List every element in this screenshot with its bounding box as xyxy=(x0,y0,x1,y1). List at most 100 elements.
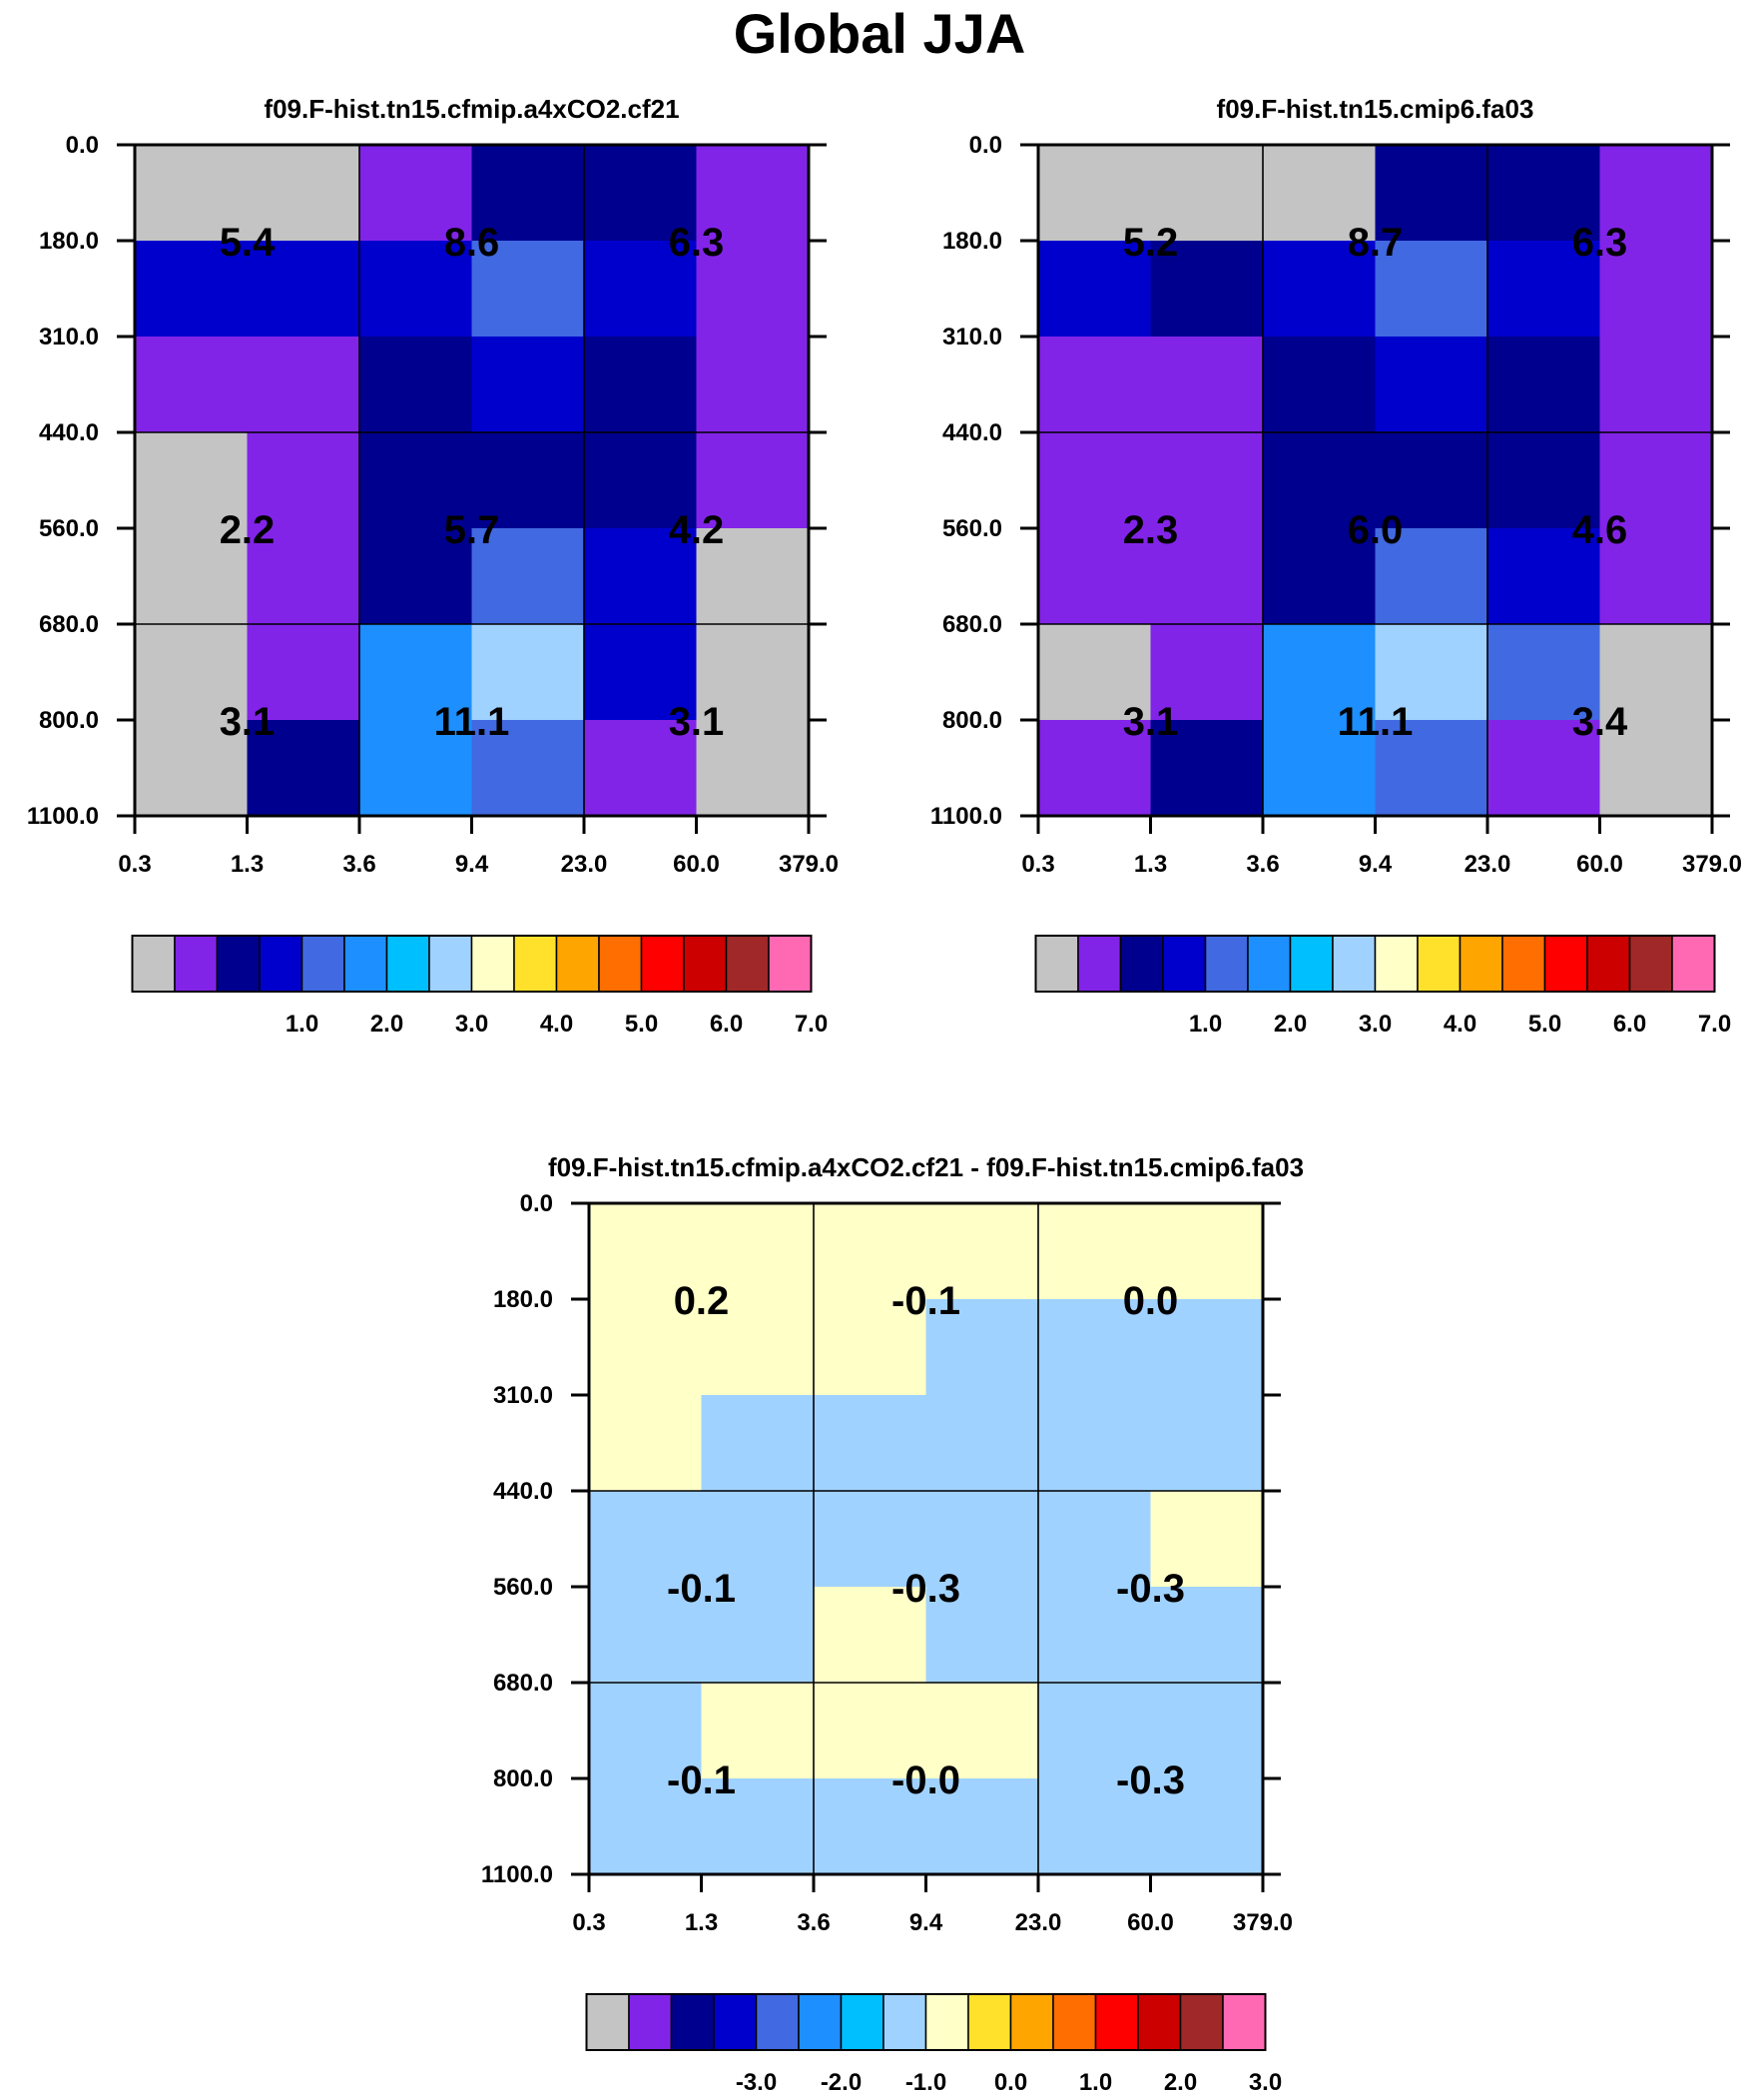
panel-a-colorbar-swatch-9 xyxy=(513,935,558,993)
panel-diff-cell-r6-c2 xyxy=(814,1778,927,1875)
panel-a-colorbar-swatch-5 xyxy=(343,935,388,993)
panel-diff-cell-r2-c3 xyxy=(925,1395,1039,1492)
panel-a-cell-r2-c3 xyxy=(471,337,585,433)
panel-a-cell-r3-c4 xyxy=(584,432,698,529)
panel-b-region-value-r2-c0: 3.1 xyxy=(1123,700,1179,744)
panel-b-colorbar-swatch-15 xyxy=(1671,935,1716,993)
panel-b-ytick-label: 1100.0 xyxy=(930,803,1002,830)
panel-diff-colorbar-swatch-15 xyxy=(1222,1993,1267,2051)
page-title: Global JJA xyxy=(733,2,1026,65)
panel-a-cell-r4-c4 xyxy=(584,528,698,625)
panel-a-cell-r6-c2 xyxy=(359,720,473,817)
panel-diff-region-value-r1-c2: -0.3 xyxy=(1116,1567,1185,1611)
panel-b-cell-r0-c1 xyxy=(1150,145,1264,242)
panel-diff-colorbar-swatch-0 xyxy=(585,1993,630,2051)
panel-a-title: f09.F-hist.tn15.cfmip.a4xCO2.cf21 xyxy=(264,94,679,124)
panel-a-colorbar-frame xyxy=(131,935,813,993)
panel-diff-cell-r5-c3 xyxy=(925,1683,1039,1779)
panel-diff-cell-r3-c0 xyxy=(589,1491,703,1588)
panel-diff-cell-r5-c2 xyxy=(814,1683,927,1779)
panel-a-cell-r3-c2 xyxy=(359,432,473,529)
panel-a-ytick-label: 0.0 xyxy=(66,132,99,159)
panel-diff-cell-r1-c3 xyxy=(925,1299,1039,1396)
panel-diff-ytick-label: 180.0 xyxy=(493,1286,553,1313)
panel-a-colorbar-swatch-10 xyxy=(555,935,600,993)
panel-b-colorbar-label: 2.0 xyxy=(1274,1011,1307,1038)
panel-a-xtick-label: 9.4 xyxy=(455,851,489,878)
panel-b-cell-r3-c4 xyxy=(1487,432,1601,529)
panel-diff-colorbar-swatch-7 xyxy=(882,1993,927,2051)
panel-diff-ytick-label: 440.0 xyxy=(493,1478,553,1505)
panel-diff-colorbar-swatch-14 xyxy=(1179,1993,1224,2051)
panel-a-colorbar-label: 2.0 xyxy=(370,1011,403,1038)
panel-b-cell-r1-c4 xyxy=(1487,241,1601,338)
panel-b-xtick-label: 9.4 xyxy=(1359,851,1393,878)
panel-a-xtick-label: 60.0 xyxy=(673,851,720,878)
panel-b-cell-r1-c2 xyxy=(1263,241,1377,338)
panel-b-title: f09.F-hist.tn15.cmip6.fa03 xyxy=(1217,94,1534,124)
panel-diff-ytick-label: 310.0 xyxy=(493,1382,553,1409)
panel-b-xtick-label: 379.0 xyxy=(1682,851,1742,878)
panel-b-cell-r6-c5 xyxy=(1599,720,1713,817)
panel-b-colorbar-swatch-10 xyxy=(1459,935,1503,993)
panel-a-cell-r3-c3 xyxy=(471,432,585,529)
panel-diff-colorbar-swatch-13 xyxy=(1137,1993,1182,2051)
panel-diff-colorbar-label: 1.0 xyxy=(1079,2069,1112,2096)
panel-a-ytick-label: 180.0 xyxy=(39,228,99,255)
panel-b-cell-r5-c2 xyxy=(1263,624,1377,721)
panel-a-cell-r6-c0 xyxy=(135,720,249,817)
panel-diff-xtick-label: 0.3 xyxy=(572,1909,605,1936)
panel-b-cell-r2-c0 xyxy=(1038,337,1152,433)
panel-a-cell-r3-c0 xyxy=(135,432,249,529)
panel-b-cell-r0-c0 xyxy=(1038,145,1152,242)
panel-a-ytick-label: 440.0 xyxy=(39,419,99,446)
panel-diff-ytick-label: 680.0 xyxy=(493,1670,553,1697)
panel-a-cell-r5-c5 xyxy=(696,624,810,721)
panel-diff-cell-r2-c2 xyxy=(814,1395,927,1492)
panel-a-cell-r2-c2 xyxy=(359,337,473,433)
panel-diff-colorbar-label: 0.0 xyxy=(994,2069,1027,2096)
panel-a-cell-r0-c1 xyxy=(247,145,360,242)
panel-a-cell-r5-c1 xyxy=(247,624,360,721)
panel-diff-colorbar-label: -3.0 xyxy=(736,2069,777,2096)
panel-b-region-value-r2-c1: 11.1 xyxy=(1338,700,1414,744)
panel-diff-colorbar-label: -2.0 xyxy=(821,2069,862,2096)
panel-diff-cell-r0-c5 xyxy=(1150,1203,1264,1300)
panel-a-cell-r1-c2 xyxy=(359,241,473,338)
heatmap-panel-a: f09.F-hist.tn15.cfmip.a4xCO2.cf21 0.0 180.… xyxy=(27,94,839,1038)
panel-diff-cell-r1-c0 xyxy=(589,1299,703,1396)
panel-a-cell-r5-c0 xyxy=(135,624,249,721)
panel-diff-region-value-r1-c0: -0.1 xyxy=(667,1567,736,1611)
panel-b-cell-r4-c3 xyxy=(1375,528,1488,625)
panel-a-cell-r2-c5 xyxy=(696,337,810,433)
panel-a-cell-r1-c3 xyxy=(471,241,585,338)
panel-b-colorbar-swatch-5 xyxy=(1247,935,1292,993)
panel-diff-xtick-label: 9.4 xyxy=(909,1909,943,1936)
panel-a-colorbar-swatch-14 xyxy=(725,935,770,993)
panel-diff-cell-r0-c1 xyxy=(701,1203,815,1300)
panel-b-ytick-label: 800.0 xyxy=(942,707,1002,734)
panel-a-xtick-label: 379.0 xyxy=(779,851,839,878)
heatmap-panel-diff: f09.F-hist.tn15.cfmip.a4xCO2.cf21 - f09.… xyxy=(481,1152,1304,2096)
panel-a-cell-r1-c1 xyxy=(247,241,360,338)
panel-a-colorbar-swatch-8 xyxy=(470,935,515,993)
panel-a-colorbar-swatch-3 xyxy=(259,935,303,993)
panel-diff-cell-r2-c0 xyxy=(589,1395,703,1492)
panel-diff-cell-r1-c5 xyxy=(1150,1299,1264,1396)
panel-a-colorbar-label: 1.0 xyxy=(286,1011,318,1038)
panel-a-region-value-r2-c2: 3.1 xyxy=(669,700,725,744)
panel-b-region-value-r2-c2: 3.4 xyxy=(1572,700,1628,744)
panel-diff-cell-r4-c3 xyxy=(925,1587,1039,1684)
panel-diff-cell-r3-c1 xyxy=(701,1491,815,1588)
panel-a-colorbar-swatch-15 xyxy=(768,935,813,993)
panel-a-cell-r4-c5 xyxy=(696,528,810,625)
panel-a-xtick-label: 1.3 xyxy=(231,851,264,878)
panel-diff-cell-r5-c0 xyxy=(589,1683,703,1779)
panel-diff-cell-r6-c4 xyxy=(1038,1778,1152,1875)
panel-b-ytick-label: 0.0 xyxy=(969,132,1002,159)
panel-diff-colorbar-swatch-3 xyxy=(713,1993,758,2051)
panel-b-cell-r6-c2 xyxy=(1263,720,1377,817)
panel-b-cell-r4-c5 xyxy=(1599,528,1713,625)
heatmap-panel-b: f09.F-hist.tn15.cmip6.fa03 0.0 180.0 310.0 4… xyxy=(930,94,1742,1038)
panel-b-cell-r3-c1 xyxy=(1150,432,1264,529)
